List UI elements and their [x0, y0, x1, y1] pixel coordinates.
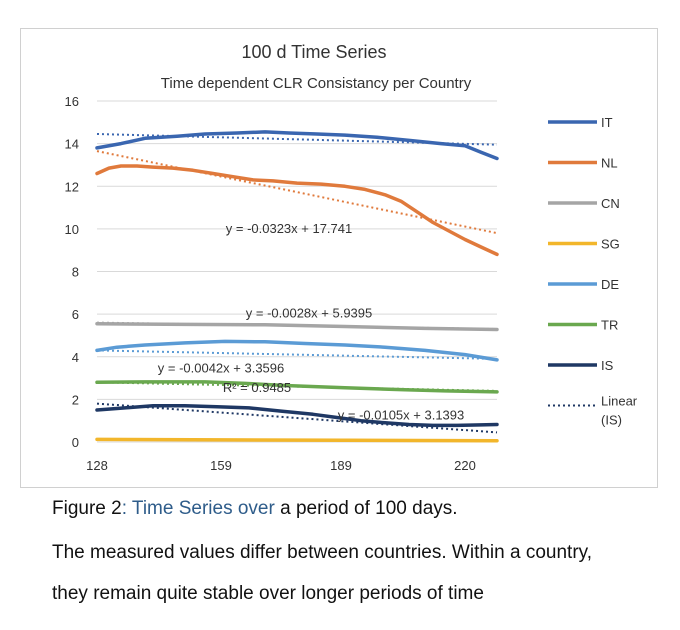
legend-label-de: DE [601, 277, 619, 292]
line-chart: 0 2 4 6 8 10 12 14 16 128 159 189 220 y = -0.0323x … [65, 42, 638, 473]
trendline-equation: y = -0.0105x + 3.1393 [338, 408, 464, 423]
legend-label-it: IT [601, 115, 613, 130]
legend-label-cn: CN [601, 196, 620, 211]
figure-caption: Figure 2: Time Series over a period of 1… [52, 498, 458, 520]
legend: IT NL CN SG DE TR IS Linear (IS) [548, 115, 638, 428]
series-lines [95, 130, 499, 443]
x-tick-label: 189 [330, 458, 352, 473]
y-tick-label: 2 [72, 392, 79, 407]
y-tick-label: 14 [65, 137, 79, 152]
figure-label: Figure 2 [52, 498, 122, 519]
trendline-is [96, 402, 498, 434]
caption-highlight-2: over [237, 498, 275, 519]
caption-colon: : [121, 498, 127, 519]
series-line-cn [95, 321, 499, 332]
chart-title: 100 d Time Series [241, 42, 386, 62]
legend-label-is: IS [601, 358, 614, 373]
trendline-de [96, 349, 498, 360]
chart-subtitle: Time dependent CLR Consistancy per Count… [161, 75, 472, 92]
caption-line-2: The measured values differ between count… [52, 542, 593, 563]
x-tick-label: 128 [86, 458, 108, 473]
x-tick-labels: 128 159 189 220 [86, 458, 476, 473]
trendline-equation: y = -0.0323x + 17.741 [226, 221, 352, 236]
y-tick-labels: 0 2 4 6 8 10 12 14 16 [65, 94, 79, 450]
caption-line-3: they remain quite stable over longer per… [52, 583, 484, 604]
trendline-equation: R² = 0.9485 [223, 380, 291, 395]
legend-label-nl: NL [601, 156, 618, 171]
y-tick-label: 16 [65, 94, 79, 109]
y-tick-label: 10 [65, 222, 79, 237]
series-line-sg [95, 437, 499, 443]
y-tick-label: 4 [72, 350, 79, 365]
legend-label-linear-is: Linear [601, 394, 638, 409]
series-line-nl [95, 164, 499, 257]
series-line-it [95, 130, 499, 161]
series-line-is [95, 404, 499, 428]
y-tick-label: 6 [72, 307, 79, 322]
x-tick-label: 159 [210, 458, 232, 473]
trendline-equation: y = -0.0042x + 3.3596 [158, 361, 284, 376]
trendline-equation: y = -0.0028x + 5.9395 [246, 305, 372, 320]
x-tick-label: 220 [454, 458, 476, 473]
y-tick-label: 8 [72, 265, 79, 280]
chart-frame [20, 28, 658, 488]
y-tick-label: 12 [65, 179, 79, 194]
legend-label-sg: SG [601, 237, 620, 252]
series-line-tr [95, 380, 499, 394]
caption-rest: a period of 100 days. [280, 498, 458, 519]
legend-label-linear-is-line2: (IS) [601, 413, 622, 428]
annotations: y = -0.0323x + 17.741 y = -0.0028x + 5.93… [158, 221, 464, 422]
y-tick-label: 0 [72, 435, 79, 450]
series-line-de [95, 339, 499, 362]
caption-highlight-1: Time Series [131, 498, 233, 519]
legend-label-tr: TR [601, 318, 618, 333]
